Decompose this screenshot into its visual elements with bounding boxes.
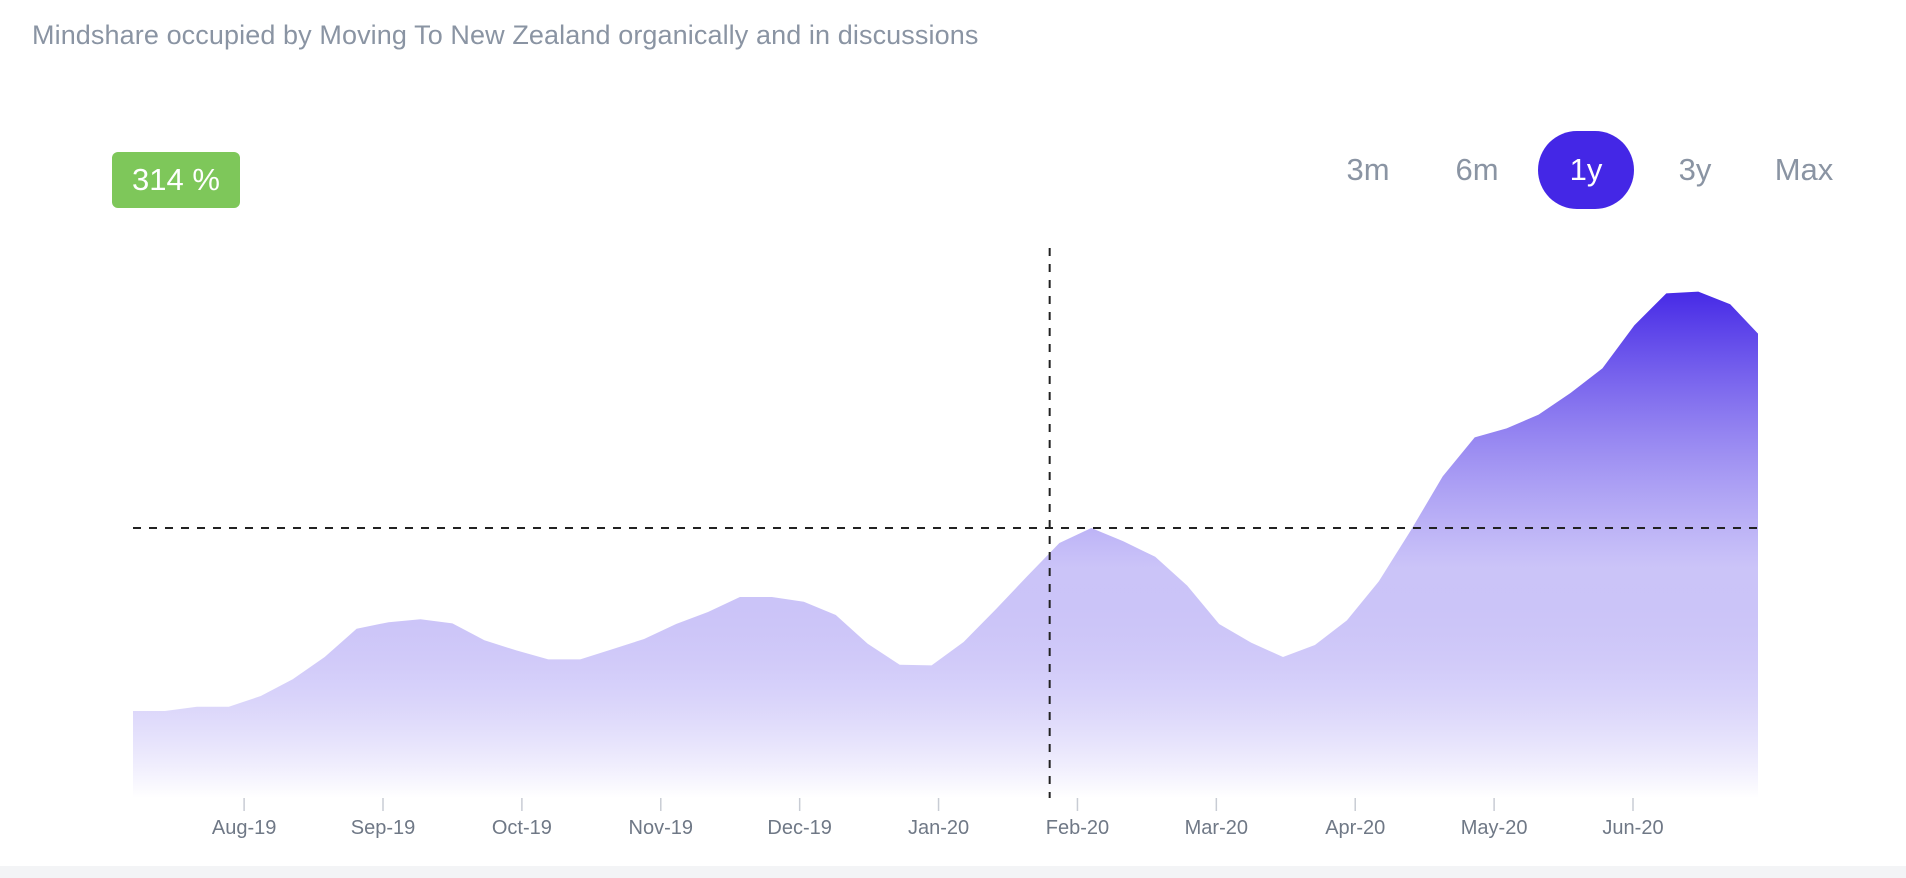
x-tick-label: Jan-20	[908, 817, 969, 839]
x-tick-label: Feb-20	[1046, 817, 1109, 839]
x-tick-label: Sep-19	[351, 817, 416, 839]
range-3m-button[interactable]: 3m	[1320, 131, 1416, 209]
x-tick-label: Aug-19	[212, 817, 277, 839]
range-1y-button[interactable]: 1y	[1538, 131, 1634, 209]
x-tick-label: Oct-19	[492, 817, 552, 839]
x-tick-label: Mar-20	[1185, 817, 1248, 839]
x-tick-label: Apr-20	[1325, 817, 1385, 839]
time-range-selector: 3m 6m 1y 3y Max	[1320, 131, 1865, 209]
growth-badge: 314 %	[112, 152, 240, 208]
range-6m-button[interactable]: 6m	[1429, 131, 1525, 209]
x-axis: Aug-19 Sep-19 Oct-19 Nov-19 Dec-19 Jan-20 Feb-…	[212, 798, 1664, 839]
range-3y-button[interactable]: 3y	[1647, 131, 1743, 209]
x-tick-label: Dec-19	[767, 817, 831, 839]
mindshare-area	[133, 291, 1758, 798]
range-max-button[interactable]: Max	[1756, 131, 1852, 209]
x-tick-label: Jun-20	[1602, 817, 1663, 839]
chart-title: Mindshare occupied by Moving To New Zeal…	[32, 20, 979, 50]
panel-footer-divider	[0, 866, 1906, 878]
x-tick-label: May-20	[1461, 817, 1528, 839]
x-tick-label: Nov-19	[629, 817, 693, 839]
